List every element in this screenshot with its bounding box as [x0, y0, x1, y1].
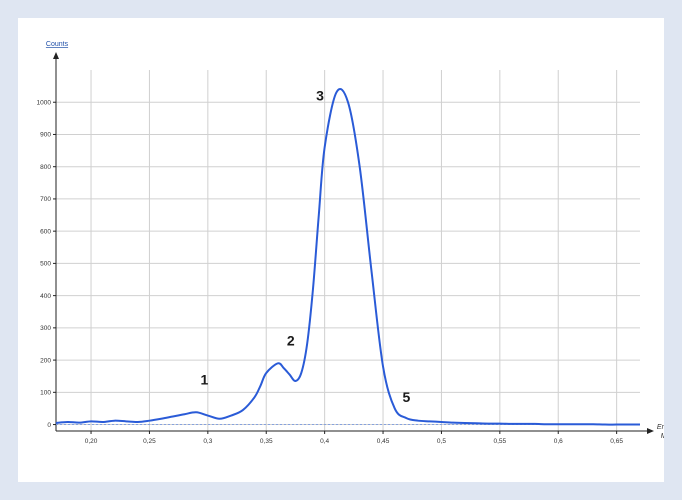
x-tick-label: 0,45 [377, 438, 390, 445]
x-axis-arrow [647, 428, 654, 434]
peak-label-5: 5 [403, 389, 411, 405]
y-tick-label: 300 [40, 325, 51, 332]
spectrum-chart: 0,20 0,25 0,3 0,35 0,4 0,45 0,5 0,55 0,6 0,65 0 100… [37, 41, 664, 445]
peak-label-1: 1 [200, 371, 208, 387]
y-tick-label: 100 [40, 390, 51, 397]
y-tick-label: 700 [40, 196, 51, 203]
x-tick-label: 0,25 [143, 438, 156, 445]
x-tick-label: 0,55 [494, 438, 507, 445]
y-tick-label: 400 [40, 293, 51, 300]
peak-label-2: 2 [287, 333, 295, 349]
y-axis-arrow [53, 52, 59, 59]
x-tick-label: 0,3 [203, 438, 212, 445]
y-tick-label: 900 [40, 132, 51, 139]
x-tick-label: 0,20 [85, 438, 98, 445]
x-tick-label: 0,35 [260, 438, 273, 445]
y-tick-label: 1000 [37, 99, 52, 106]
y-tick-label: 800 [40, 164, 51, 171]
chart-panel: 0,20 0,25 0,3 0,35 0,4 0,45 0,5 0,55 0,6 0,65 0 100… [18, 18, 664, 482]
y-tick-label: 500 [40, 261, 51, 268]
x-axis-label: Energy [657, 424, 664, 431]
y-tick-label: 0 [47, 422, 51, 429]
peak-label-3: 3 [316, 88, 324, 104]
x-axis-label: MeV [661, 433, 664, 440]
x-tick-label: 0,4 [320, 438, 329, 445]
y-axis-label: Counts [46, 41, 69, 48]
x-tick-label: 0,5 [437, 438, 446, 445]
spectrum-line [55, 88, 640, 426]
x-tick-label: 0,65 [610, 438, 623, 445]
x-tick-label: 0,6 [554, 438, 563, 445]
y-tick-label: 200 [40, 357, 51, 364]
y-tick-label: 600 [40, 228, 51, 235]
